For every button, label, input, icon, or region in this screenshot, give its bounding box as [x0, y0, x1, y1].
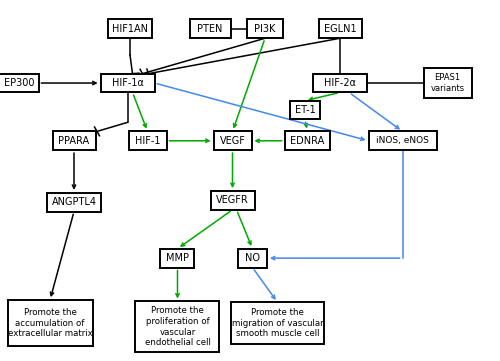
FancyBboxPatch shape [318, 19, 362, 38]
Text: Promote the
migration of vascular
smooth muscle cell: Promote the migration of vascular smooth… [232, 308, 324, 338]
FancyBboxPatch shape [8, 300, 92, 346]
Text: HIF1AN: HIF1AN [112, 24, 148, 34]
Text: Promote the
accumulation of
extracellular matrix: Promote the accumulation of extracellula… [8, 308, 92, 338]
FancyBboxPatch shape [190, 19, 230, 38]
Text: MMP: MMP [166, 253, 189, 263]
Text: EDNRA: EDNRA [290, 136, 324, 146]
Text: ET-1: ET-1 [294, 105, 316, 115]
FancyBboxPatch shape [108, 19, 152, 38]
Text: VEGF: VEGF [220, 136, 246, 146]
FancyBboxPatch shape [290, 101, 320, 119]
FancyBboxPatch shape [210, 191, 254, 210]
Text: PI3K: PI3K [254, 24, 276, 34]
FancyBboxPatch shape [136, 301, 220, 352]
Text: PPARA: PPARA [58, 136, 90, 146]
Text: iNOS, eNOS: iNOS, eNOS [376, 136, 429, 145]
Text: VEGFR: VEGFR [216, 195, 249, 205]
FancyBboxPatch shape [231, 303, 324, 344]
FancyBboxPatch shape [214, 131, 252, 150]
FancyBboxPatch shape [160, 249, 194, 268]
FancyBboxPatch shape [247, 19, 283, 38]
FancyBboxPatch shape [368, 131, 436, 150]
Text: ANGPTL4: ANGPTL4 [52, 197, 96, 207]
FancyBboxPatch shape [238, 249, 267, 268]
Text: EPAS1
variants: EPAS1 variants [430, 73, 464, 93]
Text: EGLN1: EGLN1 [324, 24, 356, 34]
Text: HIF-1: HIF-1 [135, 136, 160, 146]
FancyBboxPatch shape [128, 131, 166, 150]
FancyBboxPatch shape [47, 193, 101, 212]
Text: NO: NO [245, 253, 260, 263]
FancyBboxPatch shape [100, 74, 154, 92]
FancyBboxPatch shape [313, 74, 367, 92]
Text: PTEN: PTEN [198, 24, 222, 34]
Text: Promote the
proliferation of
vascular
endothelial cell: Promote the proliferation of vascular en… [144, 306, 210, 347]
FancyBboxPatch shape [52, 131, 96, 150]
FancyBboxPatch shape [284, 131, 331, 150]
Text: HIF-1α: HIF-1α [112, 78, 144, 88]
Text: HIF-2α: HIF-2α [324, 78, 356, 88]
FancyBboxPatch shape [0, 74, 38, 92]
Text: EP300: EP300 [4, 78, 34, 88]
FancyBboxPatch shape [424, 68, 472, 98]
